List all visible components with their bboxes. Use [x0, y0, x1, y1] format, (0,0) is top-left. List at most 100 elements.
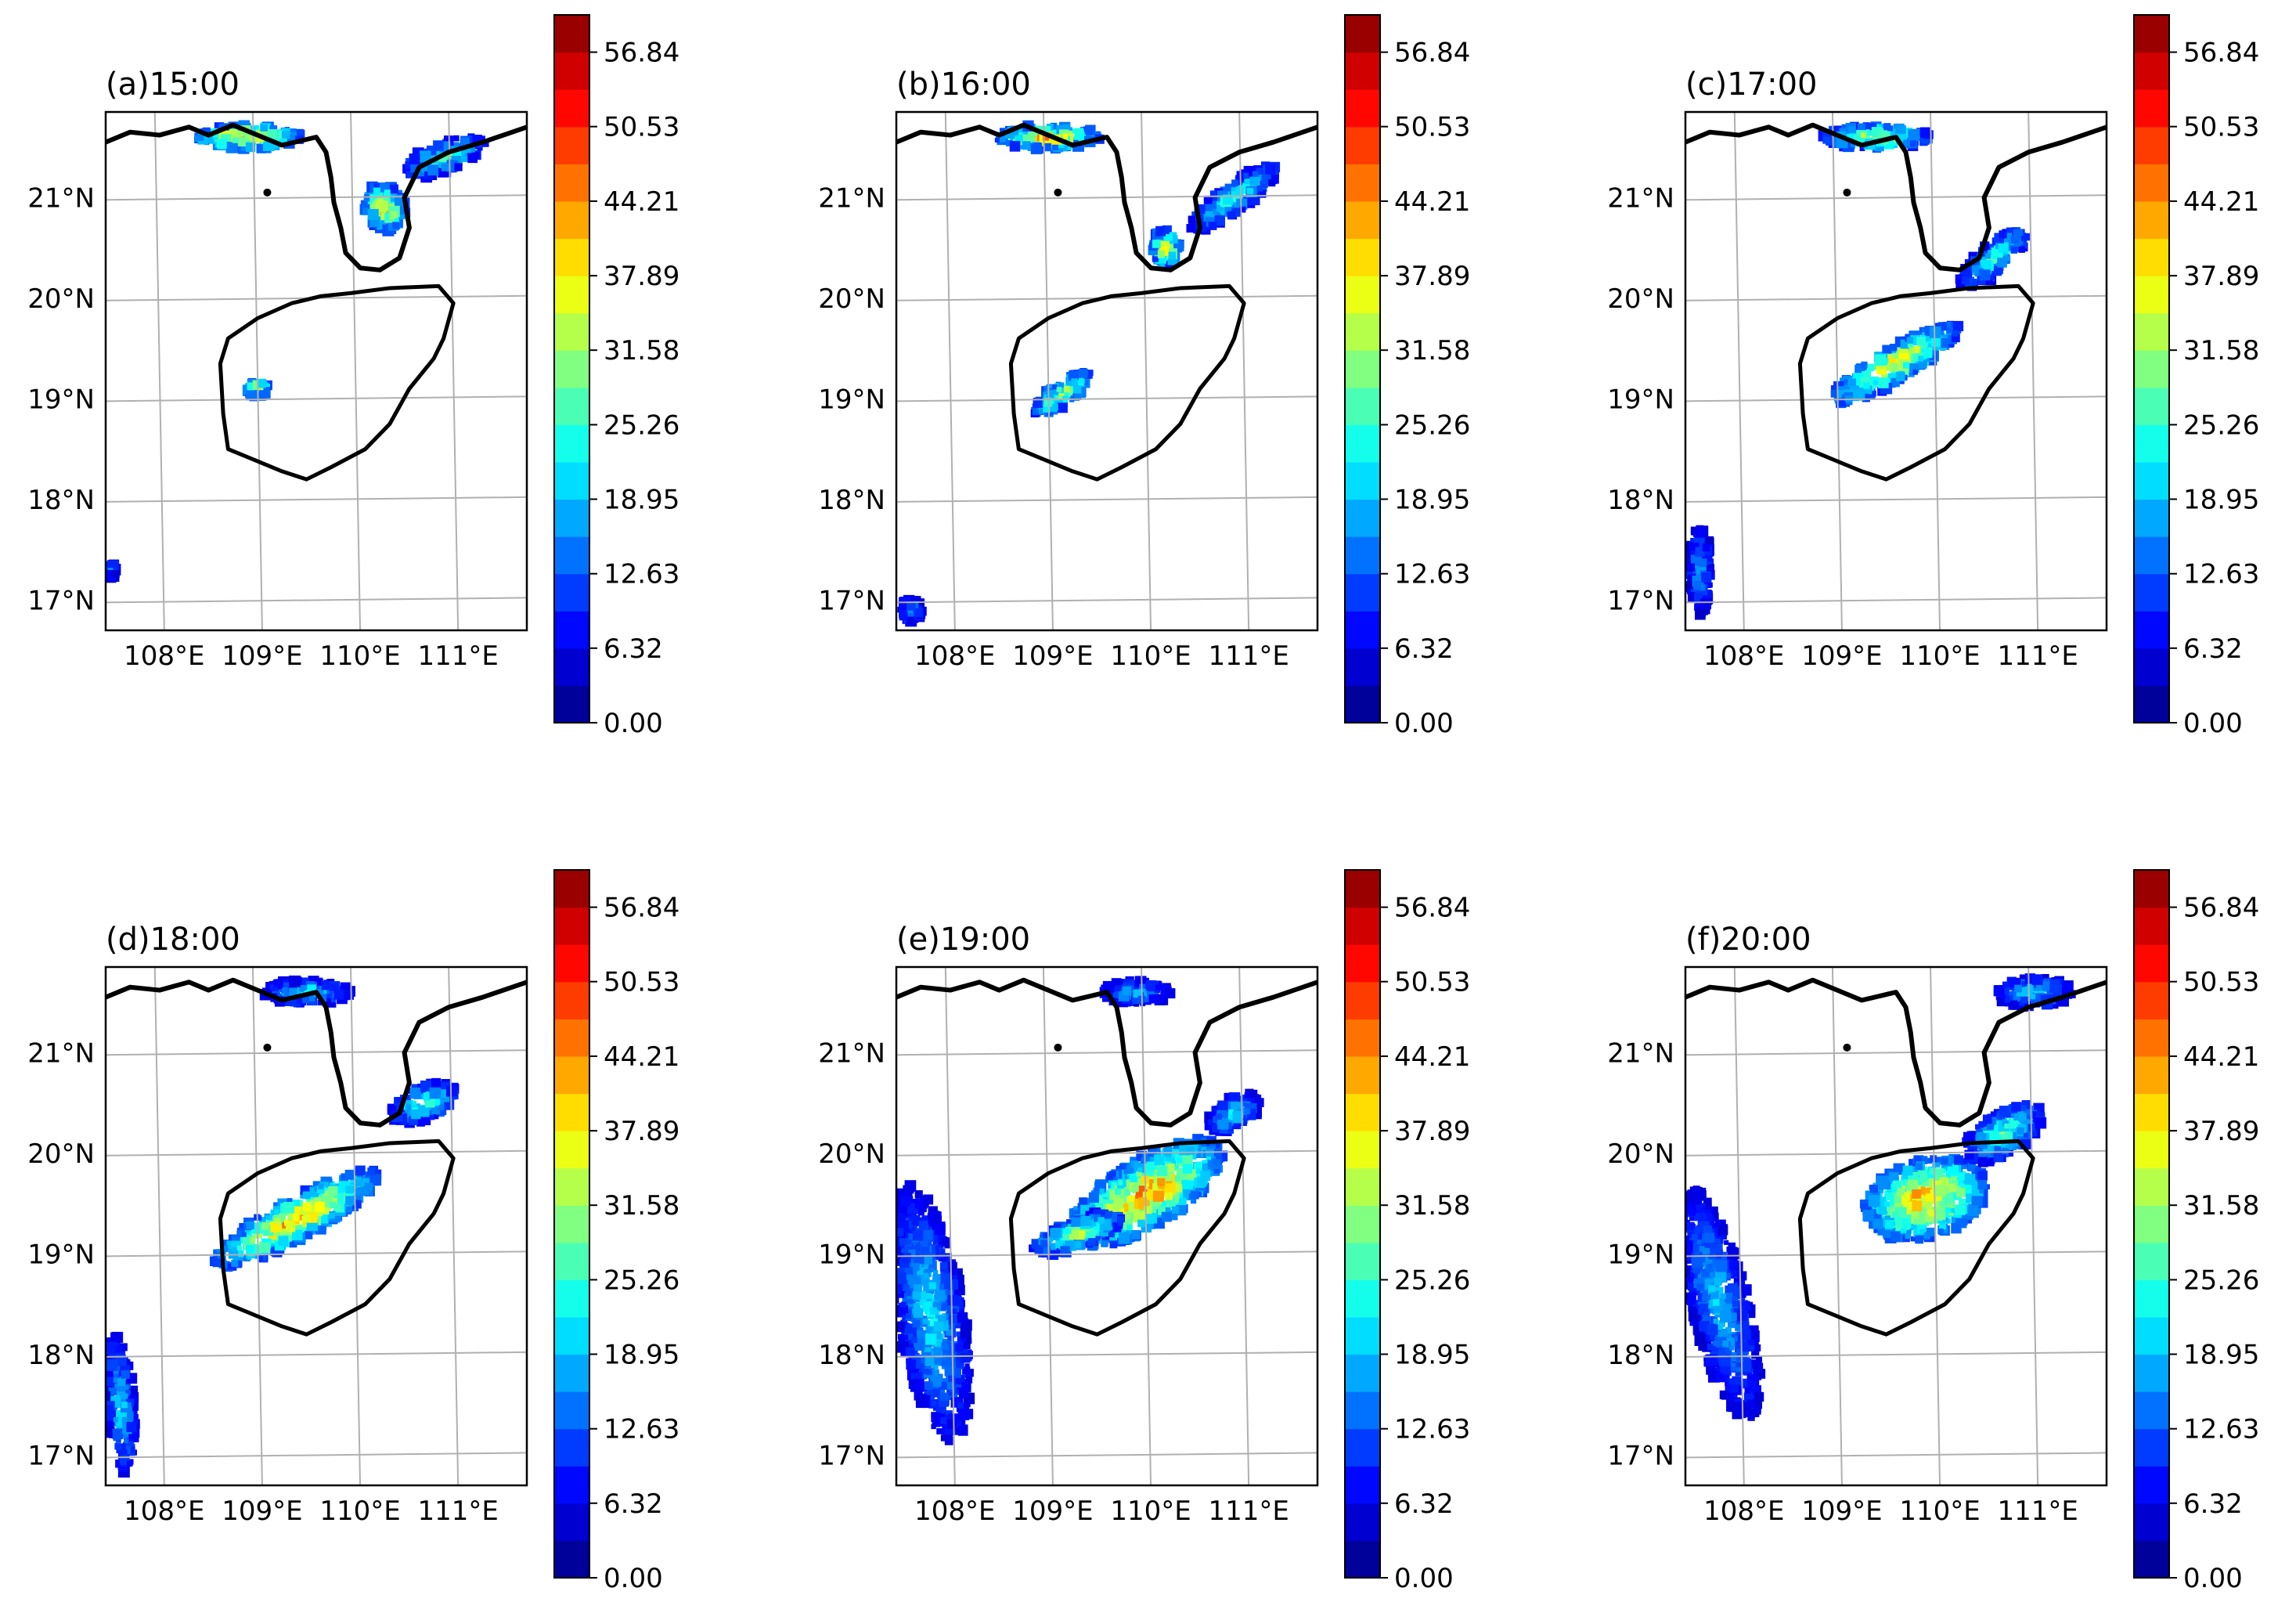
radar-cell	[1888, 356, 1897, 365]
radar-cell	[1994, 1130, 2000, 1137]
radar-cell	[1873, 1227, 1880, 1233]
radar-cell	[933, 1347, 943, 1356]
radar-cell	[1137, 1219, 1145, 1228]
radar-cell	[106, 1405, 114, 1413]
radar-cell	[1239, 206, 1246, 213]
radar-cell	[944, 1437, 953, 1445]
colorbar-band	[1345, 424, 1380, 463]
radar-cell	[1157, 1178, 1166, 1186]
radar-cell	[202, 127, 211, 135]
colorbar-band	[1345, 1167, 1380, 1206]
radar-cell	[917, 1268, 924, 1275]
radar-cell	[1844, 379, 1850, 385]
radar-cell	[1984, 1184, 1991, 1190]
gridline-lon	[2027, 112, 2039, 630]
radar-cell	[900, 1196, 910, 1207]
radar-cell	[1165, 1207, 1171, 1213]
radar-cell	[1947, 1164, 1959, 1175]
colorbar-tick-label: 56.84	[1394, 38, 1470, 69]
radar-cell	[1895, 1207, 1907, 1219]
radar-cell	[1892, 352, 1899, 359]
radar-cell	[1217, 1100, 1229, 1113]
radar-cell	[1901, 1228, 1907, 1233]
panel-title: (e)19:00	[896, 922, 1030, 958]
colorbar-tick-label: 12.63	[1394, 559, 1470, 590]
colorbar-tick-label: 6.32	[604, 633, 663, 665]
radar-cell	[1701, 572, 1712, 583]
radar-cell	[1244, 1108, 1251, 1115]
radar-cell	[246, 1245, 254, 1254]
radar-cell	[1918, 359, 1927, 369]
radar-cell	[236, 1245, 243, 1251]
colorbar-band	[1345, 944, 1380, 983]
radar-cell	[912, 1319, 921, 1328]
lon-tick-label: 111°E	[417, 641, 498, 672]
colorbar-tick-label: 12.63	[1394, 1414, 1470, 1445]
radar-cell	[1093, 1214, 1101, 1222]
radar-cell	[901, 1256, 909, 1265]
radar-cell	[1905, 1233, 1911, 1240]
radar-cell	[1153, 1172, 1159, 1178]
radar-cell	[914, 1284, 921, 1292]
radar-cell	[913, 1303, 921, 1311]
gridline-lat	[106, 1250, 527, 1258]
radar-cell	[126, 1421, 137, 1432]
radar-cell	[896, 1273, 907, 1284]
radar-cell	[121, 1402, 128, 1409]
radar-cell	[1925, 1201, 1933, 1209]
radar-cell	[1712, 1332, 1722, 1341]
radar-cell	[956, 1331, 961, 1337]
radar-cell	[1961, 276, 1970, 285]
radar-cell	[388, 193, 398, 203]
colorbar-tick-label: 6.32	[1394, 633, 1454, 665]
radar-cell	[1244, 179, 1249, 185]
radar-cell	[1131, 1184, 1139, 1192]
radar-cell	[1945, 1193, 1954, 1202]
colorbar-band	[554, 1167, 589, 1206]
radar-cell	[1136, 1171, 1142, 1177]
radar-cell	[299, 984, 306, 992]
radar-cell	[910, 1314, 918, 1323]
radar-cell	[1051, 395, 1058, 402]
lat-tick-label: 19°N	[818, 384, 885, 415]
radar-cell	[1174, 1184, 1183, 1193]
radar-cell	[1911, 1200, 1923, 1211]
radar-cell	[915, 1396, 924, 1405]
radar-cell	[1917, 355, 1924, 362]
lat-tick-label: 19°N	[27, 384, 95, 415]
radar-cell	[1062, 1233, 1069, 1241]
lat-tick-label: 19°N	[27, 1239, 95, 1270]
lon-tick-label: 110°E	[319, 641, 400, 672]
radar-cell	[1043, 1232, 1049, 1239]
radar-cell	[1883, 129, 1891, 137]
radar-cell	[294, 1221, 301, 1228]
colorbar-tick-label: 12.63	[2183, 559, 2259, 590]
radar-cell	[1254, 1098, 1264, 1108]
radar-cell	[1181, 1154, 1193, 1167]
colorbar-band	[2134, 648, 2169, 687]
radar-cell	[1251, 1094, 1260, 1102]
lon-tick-label: 108°E	[1703, 641, 1784, 672]
radar-cell	[2013, 229, 2024, 240]
radar-cell	[246, 1221, 254, 1230]
radar-cell	[1177, 1197, 1187, 1207]
colorbar-tick-label: 6.32	[1394, 1489, 1454, 1520]
gridline-lon	[1831, 112, 1843, 630]
radar-cell	[1115, 985, 1121, 992]
radar-cell	[932, 1301, 942, 1311]
radar-cell	[1964, 1174, 1976, 1185]
colorbar-band	[1345, 387, 1380, 425]
colorbar-tick-label: 25.26	[604, 1265, 679, 1296]
colorbar-tick-label: 56.84	[604, 893, 679, 924]
radar-cell	[899, 1238, 907, 1246]
colorbar-tick-label: 12.63	[604, 1414, 679, 1445]
radar-cell	[1134, 1001, 1140, 1007]
radar-cell	[212, 1256, 223, 1268]
radar-cell	[1133, 989, 1142, 998]
radar-cell	[2024, 1106, 2034, 1115]
colorbar-tick-label: 44.21	[1394, 186, 1470, 218]
radar-cell	[1065, 1228, 1072, 1234]
radar-cell	[1098, 1195, 1107, 1204]
radar-cell	[1270, 175, 1279, 184]
